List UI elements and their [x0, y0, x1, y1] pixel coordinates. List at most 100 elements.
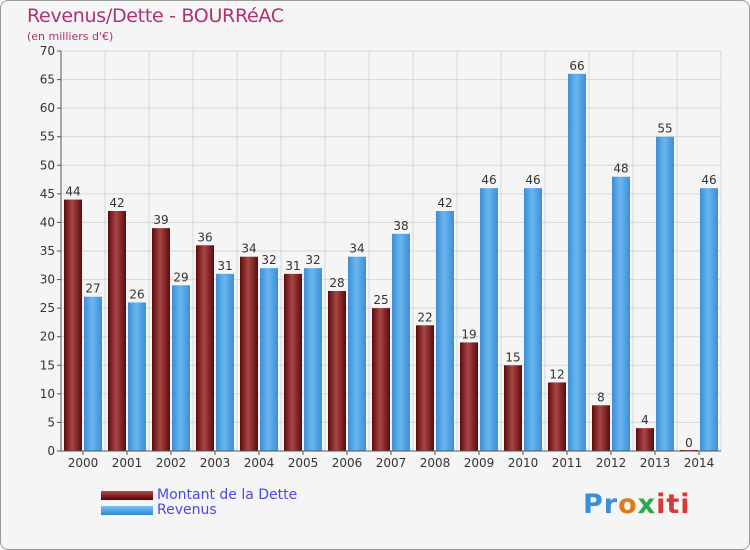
y-tick-label-25: 25 — [40, 301, 55, 315]
bar-revenue-2014 — [700, 188, 718, 451]
bar-revenue-2003 — [216, 273, 234, 451]
data-label-revenue-2014: 46 — [701, 173, 716, 187]
data-label-revenue-2001: 26 — [129, 287, 144, 301]
y-tick-label-65: 65 — [40, 73, 55, 87]
bar-revenue-2013 — [656, 136, 674, 451]
data-label-debt-2002: 39 — [153, 213, 168, 227]
y-tick-label-60: 60 — [40, 101, 55, 115]
data-label-revenue-2003: 31 — [217, 259, 232, 273]
x-tick-label-2006: 2006 — [332, 456, 363, 470]
x-tick-label-2013: 2013 — [640, 456, 671, 470]
bar-debt-2010 — [504, 365, 522, 451]
data-label-debt-2009: 19 — [461, 327, 476, 341]
bar-revenue-2007 — [392, 233, 410, 451]
data-label-debt-2000: 44 — [65, 185, 80, 199]
bar-debt-2008 — [416, 325, 434, 451]
bar-revenue-2000 — [84, 296, 102, 451]
bar-revenue-2009 — [480, 188, 498, 451]
y-tick-label-15: 15 — [40, 358, 55, 372]
x-tick-label-2014: 2014 — [684, 456, 715, 470]
data-label-revenue-2005: 32 — [305, 253, 320, 267]
y-tick-label-10: 10 — [40, 387, 55, 401]
data-label-revenue-2012: 48 — [613, 162, 628, 176]
y-tick-label-0: 0 — [47, 444, 55, 458]
proxiti-logo: Proxiti — [583, 489, 691, 520]
legend-label-revenue: Revenus — [157, 502, 217, 518]
y-tick-label-70: 70 — [40, 44, 55, 58]
x-tick-label-2000: 2000 — [68, 456, 99, 470]
data-label-debt-2013: 4 — [641, 413, 649, 427]
bar-revenue-2008 — [436, 211, 454, 451]
x-tick-label-2007: 2007 — [376, 456, 407, 470]
chart-title: Revenus/Dette - BOURRéAC — [27, 5, 284, 27]
data-label-debt-2004: 34 — [241, 242, 256, 256]
x-tick-label-2010: 2010 — [508, 456, 539, 470]
data-label-revenue-2009: 46 — [481, 173, 496, 187]
legend-item-debt: Montant de la Dette — [101, 487, 297, 503]
y-tick-label-45: 45 — [40, 187, 55, 201]
y-tick-label-55: 55 — [40, 130, 55, 144]
bar-revenue-2012 — [612, 176, 630, 451]
data-label-debt-2011: 12 — [549, 367, 564, 381]
bar-revenue-2011 — [568, 73, 586, 451]
x-tick-label-2005: 2005 — [288, 456, 319, 470]
data-label-debt-2007: 25 — [373, 293, 388, 307]
x-tick-label-2012: 2012 — [596, 456, 627, 470]
bar-debt-2009 — [460, 342, 478, 451]
bar-debt-2003 — [196, 245, 214, 451]
data-label-debt-2010: 15 — [505, 350, 520, 364]
data-label-revenue-2013: 55 — [657, 122, 672, 136]
y-tick-label-30: 30 — [40, 273, 55, 287]
data-label-revenue-2000: 27 — [85, 282, 100, 296]
x-tick-label-2002: 2002 — [156, 456, 187, 470]
bar-debt-2007 — [372, 308, 390, 451]
bar-revenue-2010 — [524, 188, 542, 451]
data-label-revenue-2007: 38 — [393, 219, 408, 233]
bar-debt-2005 — [284, 273, 302, 451]
bar-revenue-2004 — [260, 268, 278, 451]
y-tick-label-50: 50 — [40, 158, 55, 172]
legend-label-debt: Montant de la Dette — [157, 487, 298, 503]
data-label-revenue-2006: 34 — [349, 242, 364, 256]
y-tick-label-20: 20 — [40, 330, 55, 344]
bar-debt-2011 — [548, 382, 566, 451]
x-tick-label-2001: 2001 — [112, 456, 143, 470]
data-label-revenue-2004: 32 — [261, 253, 276, 267]
data-label-revenue-2002: 29 — [173, 270, 188, 284]
data-label-debt-2006: 28 — [329, 276, 344, 290]
data-label-revenue-2010: 46 — [525, 173, 540, 187]
data-label-revenue-2008: 42 — [437, 196, 452, 210]
bar-debt-2001 — [108, 211, 126, 451]
bar-debt-2002 — [152, 228, 170, 451]
data-label-revenue-2011: 66 — [569, 59, 584, 73]
bar-revenue-2005 — [304, 268, 322, 451]
bar-revenue-2002 — [172, 285, 190, 451]
bar-debt-2012 — [592, 405, 610, 451]
data-label-debt-2003: 36 — [197, 230, 212, 244]
data-label-debt-2008: 22 — [417, 310, 432, 324]
y-tick-label-40: 40 — [40, 215, 55, 229]
bar-debt-2000 — [64, 199, 82, 451]
x-tick-label-2003: 2003 — [200, 456, 231, 470]
data-label-debt-2001: 42 — [109, 196, 124, 210]
x-tick-label-2004: 2004 — [244, 456, 275, 470]
bar-debt-2006 — [328, 291, 346, 451]
data-label-debt-2012: 8 — [597, 390, 605, 404]
y-tick-label-5: 5 — [47, 415, 55, 429]
x-tick-label-2008: 2008 — [420, 456, 451, 470]
data-label-debt-2005: 31 — [285, 259, 300, 273]
data-label-debt-2014: 0 — [685, 436, 693, 450]
bar-debt-2004 — [240, 256, 258, 451]
x-tick-label-2009: 2009 — [464, 456, 495, 470]
x-tick-label-2011: 2011 — [552, 456, 583, 470]
legend-swatch-debt — [101, 490, 153, 500]
chart-subtitle: (en milliers d'€) — [27, 30, 114, 43]
legend-item-revenue: Revenus — [101, 502, 217, 518]
legend-swatch-revenue — [101, 505, 153, 515]
bar-revenue-2001 — [128, 302, 146, 451]
bar-debt-2013 — [636, 428, 654, 451]
bar-revenue-2006 — [348, 256, 366, 451]
y-tick-label-35: 35 — [40, 244, 55, 258]
